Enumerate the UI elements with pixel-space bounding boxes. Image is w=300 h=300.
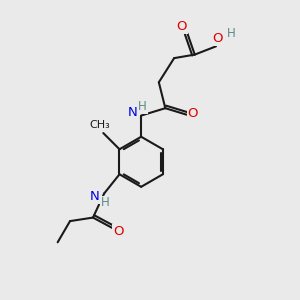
Text: O: O — [176, 20, 187, 33]
Text: O: O — [188, 107, 198, 120]
Text: CH₃: CH₃ — [89, 120, 110, 130]
Text: N: N — [90, 190, 100, 203]
Text: H: H — [101, 196, 110, 209]
Text: H: H — [227, 28, 236, 40]
Text: H: H — [138, 100, 147, 113]
Text: N: N — [128, 106, 137, 118]
Text: O: O — [113, 225, 124, 238]
Text: O: O — [212, 32, 223, 45]
